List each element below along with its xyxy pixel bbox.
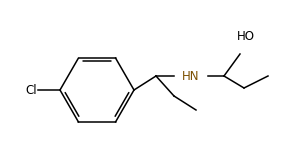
Text: HN: HN: [182, 69, 200, 82]
Text: HO: HO: [237, 30, 255, 42]
Text: Cl: Cl: [25, 84, 37, 96]
